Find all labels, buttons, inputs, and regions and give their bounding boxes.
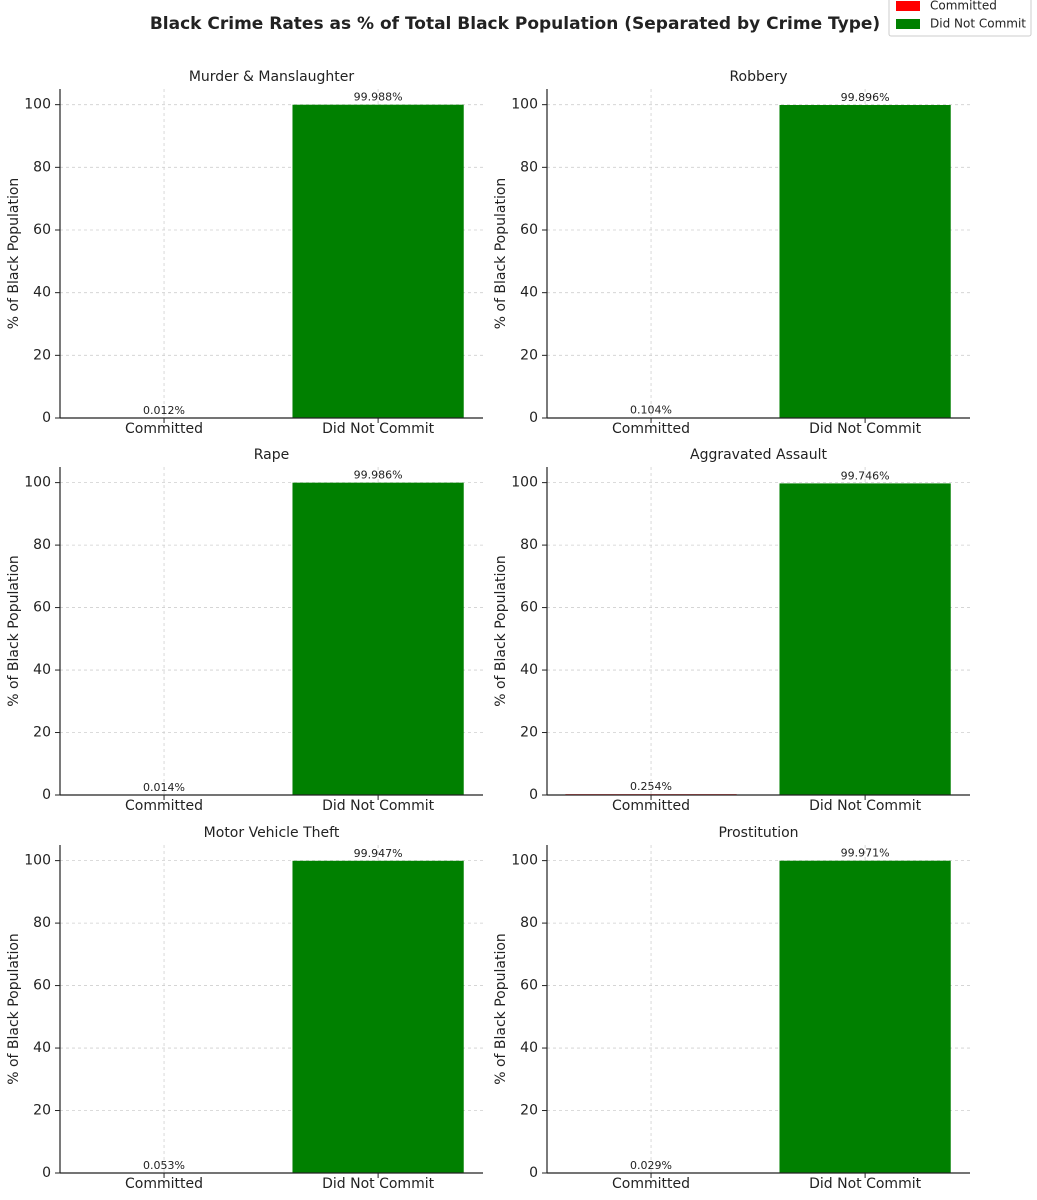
bar	[779, 104, 951, 419]
y-tick-label: 80	[520, 915, 538, 931]
bar	[779, 483, 951, 795]
subplot-title: Aggravated Assault	[690, 447, 827, 463]
value-label: 0.029%	[630, 1159, 672, 1172]
value-label: 0.053%	[143, 1159, 185, 1172]
y-tick-label: 80	[520, 537, 538, 553]
y-tick-label: 60	[33, 222, 51, 238]
y-axis-label: % of Black Population	[493, 933, 509, 1085]
y-tick-label: 20	[520, 725, 538, 741]
y-tick-label: 40	[520, 1040, 538, 1056]
x-tick-label: Committed	[612, 798, 690, 814]
subplot-title: Prostitution	[718, 825, 798, 841]
y-tick-label: 60	[520, 222, 538, 238]
legend-swatch	[896, 1, 920, 11]
x-tick-label: Did Not Commit	[809, 421, 921, 437]
x-tick-label: Committed	[125, 421, 203, 437]
y-axis-label: % of Black Population	[493, 178, 509, 330]
y-tick-label: 100	[511, 475, 538, 491]
legend-box	[888, 0, 1032, 37]
subplot-title: Rape	[254, 447, 290, 463]
y-tick-label: 40	[33, 1040, 51, 1056]
y-tick-label: 20	[520, 1103, 538, 1119]
bar	[779, 860, 951, 1173]
y-tick-label: 60	[33, 600, 51, 616]
x-tick-label: Committed	[612, 421, 690, 437]
x-tick-label: Committed	[125, 798, 203, 814]
value-label: 0.104%	[630, 404, 672, 417]
legend-swatch	[896, 19, 920, 29]
x-tick-label: Did Not Commit	[809, 1176, 921, 1192]
y-axis-label: % of Black Population	[6, 555, 22, 707]
y-axis-label: % of Black Population	[493, 555, 509, 707]
x-tick-label: Did Not Commit	[322, 1176, 434, 1192]
y-tick-label: 20	[33, 725, 51, 741]
y-axis-label: % of Black Population	[6, 178, 22, 330]
value-label: 0.012%	[143, 404, 185, 417]
y-tick-label: 80	[520, 159, 538, 175]
y-tick-label: 60	[520, 978, 538, 994]
x-tick-label: Committed	[612, 1176, 690, 1192]
y-tick-label: 100	[24, 853, 51, 869]
y-tick-label: 100	[511, 97, 538, 113]
y-tick-label: 100	[511, 853, 538, 869]
bar	[292, 482, 464, 795]
y-tick-label: 80	[33, 159, 51, 175]
subplot-title: Robbery	[729, 69, 787, 85]
subplot-title: Motor Vehicle Theft	[204, 825, 340, 841]
bar	[292, 104, 464, 418]
y-tick-label: 0	[42, 1165, 51, 1181]
y-tick-label: 0	[42, 410, 51, 426]
x-tick-label: Committed	[125, 1176, 203, 1192]
y-tick-label: 40	[520, 662, 538, 678]
y-tick-label: 20	[520, 347, 538, 363]
y-tick-label: 60	[33, 978, 51, 994]
value-label: 99.896%	[841, 91, 890, 104]
y-tick-label: 0	[529, 787, 538, 803]
y-tick-label: 80	[33, 915, 51, 931]
value-label: 0.254%	[630, 780, 672, 793]
value-label: 99.746%	[841, 469, 890, 482]
y-tick-label: 0	[529, 1165, 538, 1181]
x-tick-label: Did Not Commit	[322, 421, 434, 437]
value-label: 99.988%	[354, 91, 403, 104]
value-label: 99.971%	[841, 847, 890, 860]
figure-title: Black Crime Rates as % of Total Black Po…	[150, 14, 880, 34]
y-tick-label: 40	[33, 662, 51, 678]
x-tick-label: Did Not Commit	[809, 798, 921, 814]
y-tick-label: 100	[24, 475, 51, 491]
y-tick-label: 40	[520, 285, 538, 301]
legend-label: Committed	[930, 0, 997, 13]
value-label: 99.947%	[354, 847, 403, 860]
y-axis-label: % of Black Population	[6, 933, 22, 1085]
y-tick-label: 80	[33, 537, 51, 553]
y-tick-label: 0	[42, 787, 51, 803]
x-tick-label: Did Not Commit	[322, 798, 434, 814]
y-tick-label: 20	[33, 1103, 51, 1119]
value-label: 99.986%	[354, 469, 403, 482]
bar	[292, 860, 464, 1173]
y-tick-label: 40	[33, 285, 51, 301]
y-tick-label: 100	[24, 97, 51, 113]
value-label: 0.014%	[143, 781, 185, 794]
y-tick-label: 0	[529, 410, 538, 426]
y-tick-label: 20	[33, 347, 51, 363]
subplot-title: Murder & Manslaughter	[189, 69, 355, 85]
y-tick-label: 60	[520, 600, 538, 616]
legend-label: Did Not Commit	[930, 17, 1026, 31]
